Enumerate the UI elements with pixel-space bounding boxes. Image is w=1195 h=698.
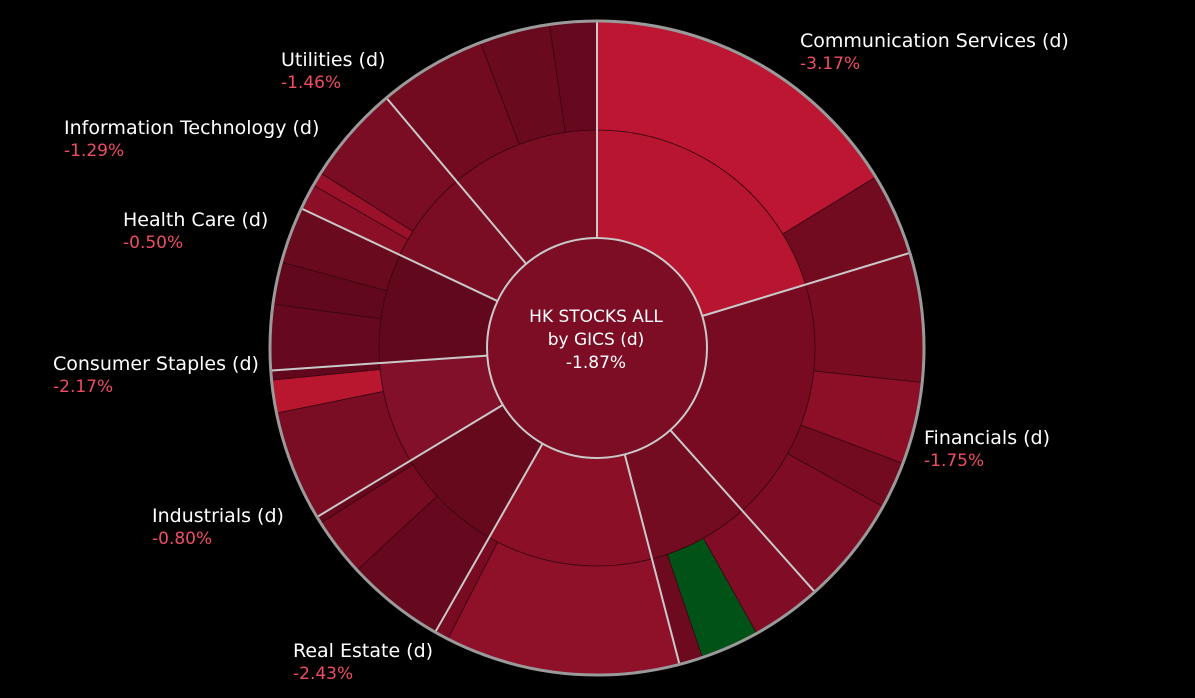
sector-label-utilities[interactable]: Utilities (d) -1.46%: [281, 49, 385, 95]
sector-divider-other: [386, 97, 527, 265]
sector-label-financials[interactable]: Financials (d) -1.75%: [924, 427, 1050, 473]
sector-divider-health-care: [317, 403, 504, 518]
sector-divider-information-technology: [271, 354, 488, 372]
sector-change: -2.43%: [293, 664, 354, 684]
sector-change: -2.17%: [53, 377, 114, 397]
sector-name: Communication Services (d): [800, 30, 1069, 52]
sector-change: -1.46%: [281, 73, 342, 93]
sector-name: Consumer Staples (d): [53, 353, 259, 375]
sector-change: -0.50%: [123, 233, 184, 253]
sector-divider-utilities: [301, 207, 498, 302]
sector-label-communication-services[interactable]: Communication Services (d) -3.17%: [800, 30, 1069, 76]
center-title-line2: by GICS (d): [547, 330, 645, 350]
sector-divider-consumer-staples: [434, 443, 544, 632]
sector-name: Utilities (d): [281, 49, 386, 71]
sector-divider-real-estate: [669, 429, 815, 592]
sector-name: Real Estate (d): [293, 640, 434, 662]
sector-label-health-care[interactable]: Health Care (d) -0.50%: [123, 209, 268, 255]
sector-change: -1.29%: [64, 141, 125, 161]
center-label[interactable]: HK STOCKS ALL by GICS (d) -1.87%: [486, 306, 706, 375]
sector-name: Financials (d): [924, 427, 1051, 449]
sector-divider-financials: [701, 252, 910, 317]
sector-label-information-technology[interactable]: Information Technology (d) -1.29%: [64, 117, 319, 163]
sector-name: Industrials (d): [152, 505, 284, 527]
center-title-line1: HK STOCKS ALL: [529, 307, 663, 327]
sector-label-real-estate[interactable]: Real Estate (d) -2.43%: [293, 640, 433, 686]
sector-divider-industrials: [623, 454, 681, 664]
center-change: -1.87%: [565, 353, 627, 373]
sector-label-industrials[interactable]: Industrials (d) -0.80%: [152, 505, 284, 551]
chart-center-disc[interactable]: [486, 237, 708, 459]
sector-change: -0.80%: [152, 529, 213, 549]
sector-change: -1.75%: [924, 451, 985, 471]
sector-name: Health Care (d): [123, 209, 269, 231]
sector-change: -3.17%: [800, 54, 861, 74]
sector-name: Information Technology (d): [64, 117, 320, 139]
sector-label-consumer-staples[interactable]: Consumer Staples (d) -2.17%: [53, 353, 259, 399]
chart-outer-border: [268, 19, 926, 677]
